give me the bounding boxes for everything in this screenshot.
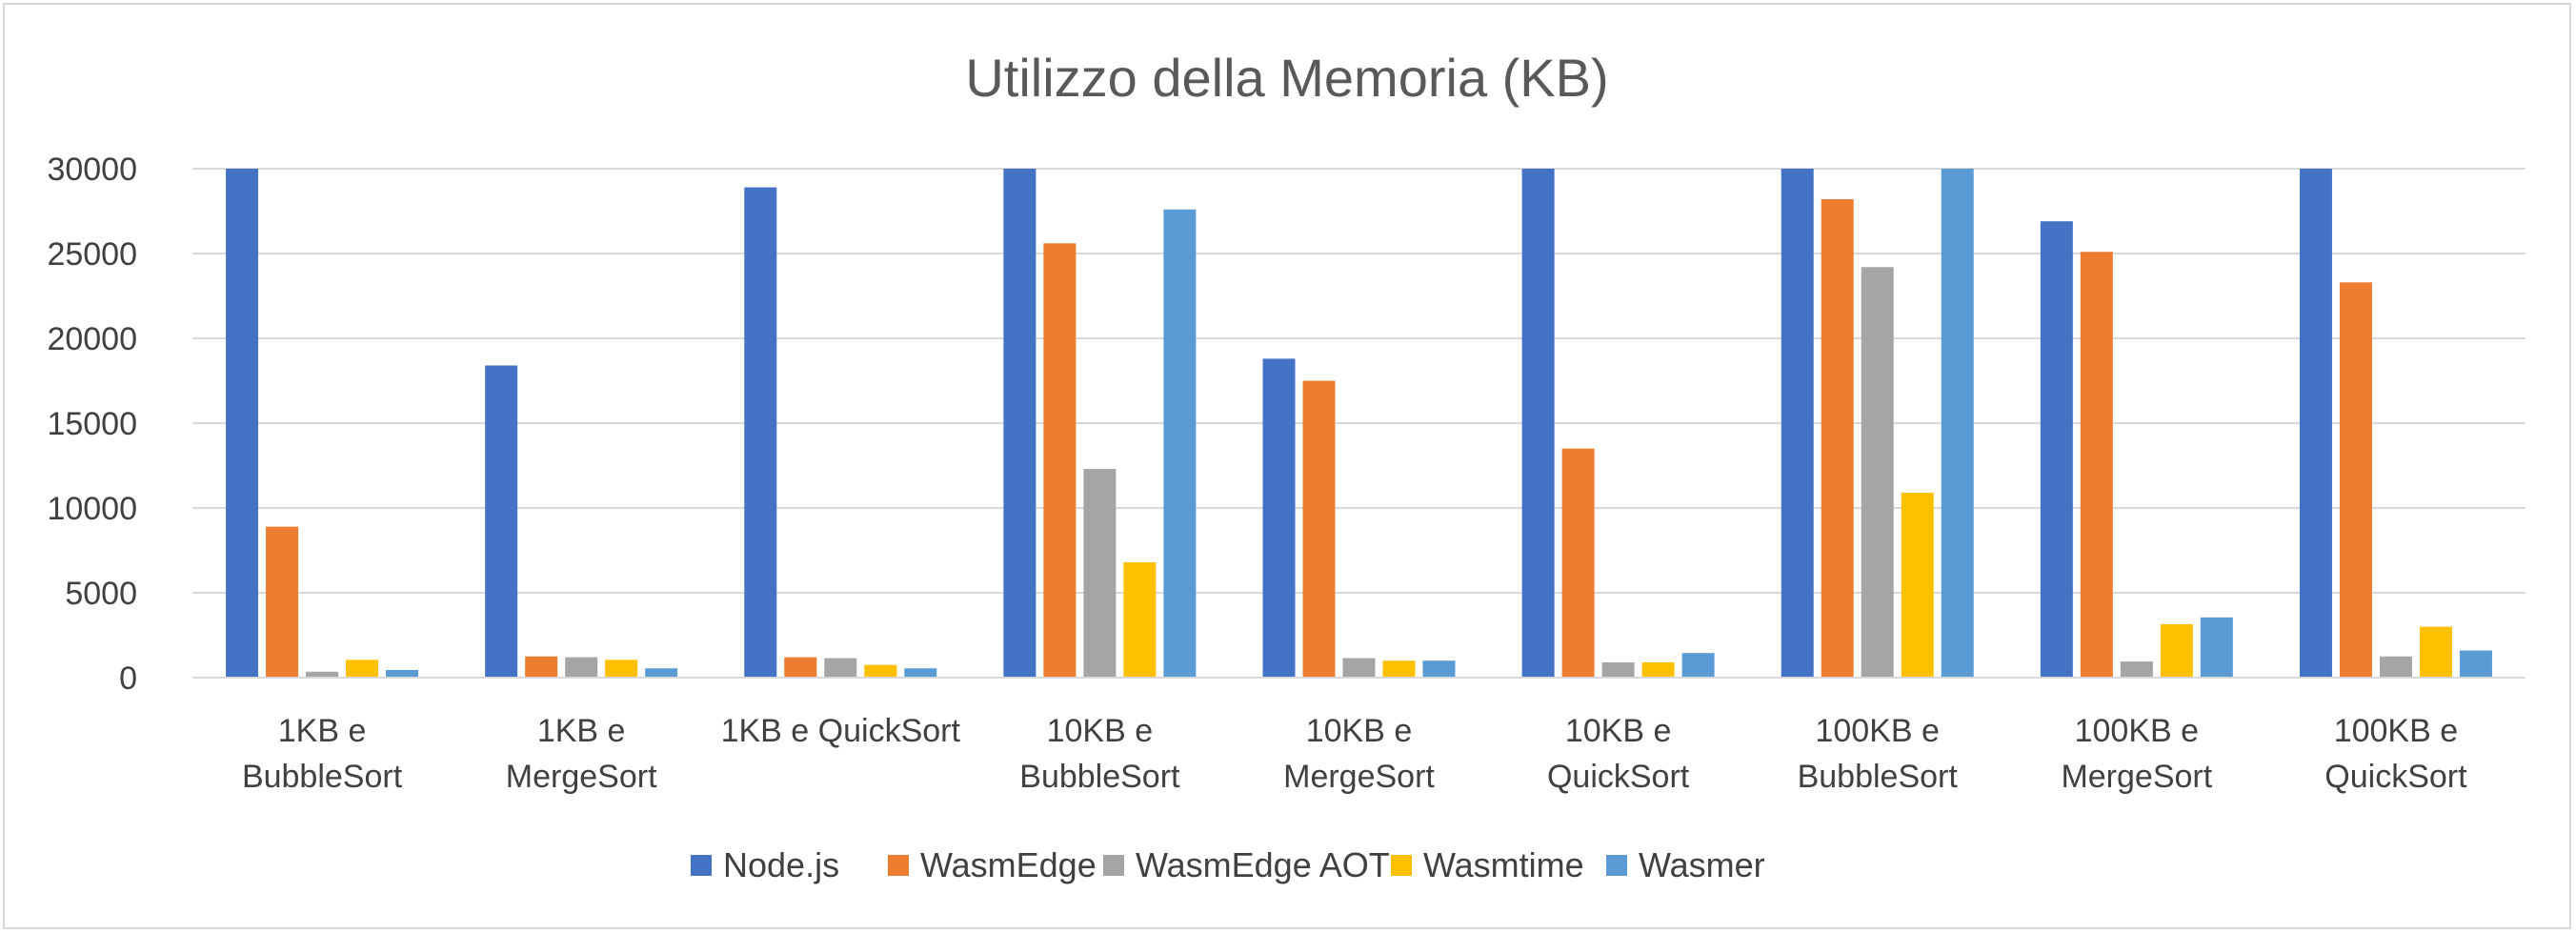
y-tick-label: 30000 xyxy=(47,152,137,188)
bar xyxy=(306,671,339,678)
y-tick-label: 25000 xyxy=(47,236,137,273)
x-category-label: BubbleSort xyxy=(1019,759,1180,795)
bar xyxy=(2040,221,2073,678)
bar xyxy=(226,169,259,678)
bar xyxy=(1901,492,1934,678)
x-category-label: QuickSort xyxy=(2324,759,2467,795)
bar xyxy=(1781,169,1814,678)
bar xyxy=(1861,267,1894,678)
x-category-label: BubbleSort xyxy=(1798,759,1959,795)
bar xyxy=(346,660,379,678)
chart-title: Utilizzo della Memoria (KB) xyxy=(965,48,1608,108)
bar xyxy=(1561,448,1595,678)
bar xyxy=(1163,209,1197,678)
legend-swatch xyxy=(691,855,712,876)
y-tick-label: 10000 xyxy=(47,491,137,527)
bar-chart: Utilizzo della Memoria (KB) 0 5000 10000 15… xyxy=(47,48,2526,884)
y-tick-label: 0 xyxy=(119,660,137,697)
bar xyxy=(1302,380,1336,678)
y-tick-label: 15000 xyxy=(47,406,137,442)
bar xyxy=(2200,617,2233,678)
bars xyxy=(226,169,2492,679)
bar xyxy=(525,656,558,678)
gridlines xyxy=(192,168,2526,594)
x-category-label: BubbleSort xyxy=(242,759,403,795)
x-category-label: MergeSort xyxy=(2061,759,2212,795)
bar xyxy=(2339,282,2372,678)
bar xyxy=(864,664,897,678)
bar xyxy=(2419,626,2452,678)
x-axis-categories: 1KB e BubbleSort 1KB e MergeSort 1KB e Quick… xyxy=(242,713,2467,795)
bar xyxy=(1123,561,1157,678)
x-category-label: 1KB e QuickSort xyxy=(721,713,961,749)
bar xyxy=(605,660,638,678)
x-category-label: QuickSort xyxy=(1547,759,1690,795)
chart-frame: Utilizzo della Memoria (KB) 0 5000 10000 15… xyxy=(3,3,2571,929)
legend-label: WasmEdge xyxy=(920,845,1097,884)
legend-label: Wasmtime xyxy=(1423,845,1584,884)
x-category-label: MergeSort xyxy=(506,759,657,795)
legend: Node.js WasmEdge WasmEdge AOT Wasmtime Wasme… xyxy=(691,845,1765,884)
legend-swatch xyxy=(888,855,909,876)
bar xyxy=(1821,199,1854,679)
bar xyxy=(1941,169,1974,678)
bar xyxy=(645,668,678,678)
x-category-label: MergeSort xyxy=(1283,759,1435,795)
x-category-label: 10KB e xyxy=(1306,713,1413,749)
y-tick-label: 5000 xyxy=(65,576,137,612)
bar xyxy=(2120,661,2153,678)
bar xyxy=(1342,658,1376,678)
legend-swatch xyxy=(1103,855,1124,876)
bar xyxy=(744,187,777,678)
bar xyxy=(904,668,937,678)
x-category-label: 1KB e xyxy=(537,713,626,749)
bar xyxy=(485,365,518,678)
x-category-label: 100KB e xyxy=(2334,713,2458,749)
legend-swatch xyxy=(1391,855,1412,876)
bar xyxy=(2379,656,2412,678)
x-category-label: 100KB e xyxy=(2075,713,2199,749)
bar xyxy=(2459,650,2492,678)
bar xyxy=(565,657,598,678)
bar xyxy=(1043,243,1077,678)
x-category-label: 10KB e xyxy=(1047,713,1154,749)
bar xyxy=(1521,169,1555,678)
bar xyxy=(1641,661,1675,678)
bar xyxy=(386,669,419,678)
y-tick-label: 20000 xyxy=(47,321,137,357)
x-category-label: 100KB e xyxy=(1815,713,1939,749)
legend-swatch xyxy=(1606,855,1627,876)
legend-label: WasmEdge AOT xyxy=(1136,845,1390,884)
y-axis-ticks: 0 5000 10000 15000 20000 25000 30000 xyxy=(47,152,137,697)
bar xyxy=(1681,653,1715,678)
bar xyxy=(2080,252,2113,678)
bar xyxy=(2299,169,2332,678)
legend-label: Node.js xyxy=(723,845,839,884)
bar xyxy=(2160,623,2193,678)
x-category-label: 1KB e xyxy=(278,713,367,749)
bar xyxy=(1262,358,1296,678)
x-category-label: 10KB e xyxy=(1565,713,1672,749)
bar xyxy=(1003,169,1036,678)
bar xyxy=(784,657,817,678)
bar xyxy=(1422,660,1456,678)
bar xyxy=(1083,469,1117,678)
bar xyxy=(824,658,857,678)
bar xyxy=(1382,660,1416,678)
bar xyxy=(1601,661,1635,678)
legend-label: Wasmer xyxy=(1639,845,1765,884)
bar xyxy=(266,526,299,678)
